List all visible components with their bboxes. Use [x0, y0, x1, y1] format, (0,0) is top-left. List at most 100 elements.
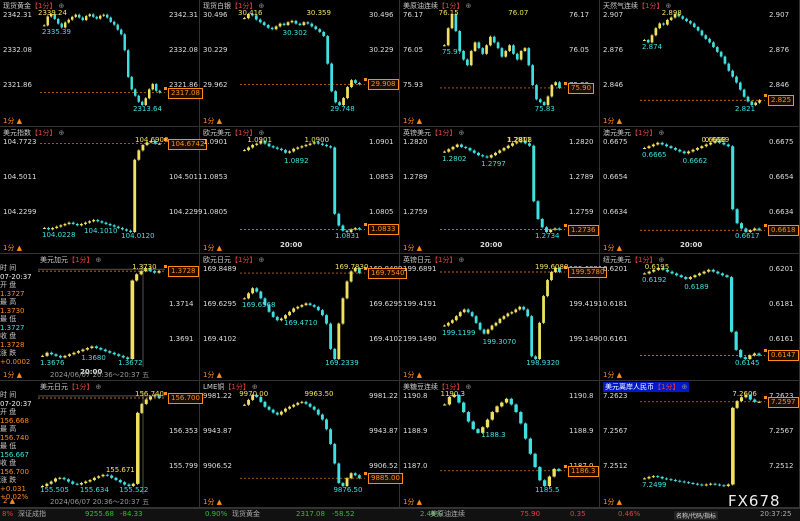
price-chart[interactable] [200, 127, 400, 254]
add-icon[interactable]: ⊕ [458, 256, 465, 264]
price-chart[interactable] [200, 381, 400, 508]
panel-gbp-jpy[interactable]: 英镑日元【1分】⊕199.6891199.4191199.1490199.689… [400, 254, 608, 381]
period-selector[interactable]: 1分 ▲ [3, 117, 23, 125]
period-label[interactable]: 【1分】 [631, 129, 657, 137]
panel-title[interactable]: 英镑美元【1分】 ⊕ [403, 128, 464, 138]
period-label[interactable]: 【1分】 [31, 2, 57, 10]
period-selector[interactable]: 1分 ▲ [603, 498, 623, 506]
panel-title[interactable]: 欧元日元【1分】 ⊕ [203, 255, 264, 265]
period-selector[interactable]: 2 ▲ [3, 497, 16, 505]
panel-title[interactable]: 现货白银【1分】 ⊕ [203, 1, 264, 11]
period-label[interactable]: 【1分】 [431, 129, 457, 137]
panel-aud-usd[interactable]: 澳元美元【1分】 ⊕ 0.6675 0.6654 0.6634 0.6675 0.6654 0… [600, 127, 800, 254]
candle-body [443, 404, 447, 406]
panel-us-sugar[interactable]: 美糖豆连续【1分】 ⊕ 1190.8 1188.9 1187.0 1190.8 1188.9… [400, 381, 600, 508]
period-label[interactable]: 【1分】 [631, 256, 657, 264]
panel-title[interactable]: 天然气连续【1分】 ⊕ [603, 1, 671, 11]
panel-title[interactable]: 澳元美元【1分】 ⊕ [603, 128, 664, 138]
panel-title[interactable]: 美元日元【1分】 ⊕ [40, 382, 101, 392]
price-chart[interactable] [0, 381, 200, 508]
price-chart[interactable] [200, 254, 400, 381]
period-label[interactable]: 【1分】 [68, 256, 94, 264]
price-chart[interactable] [400, 127, 600, 254]
panel-title[interactable]: 美原油连续【1分】 ⊕ [403, 1, 471, 11]
period-label[interactable]: 【1分】 [231, 2, 257, 10]
add-icon[interactable]: ⊕ [658, 129, 665, 137]
period-label[interactable]: 【1分】 [224, 383, 250, 391]
search-hint[interactable]: 名称/代码/指标 [674, 511, 719, 520]
price-chart[interactable] [600, 254, 800, 381]
panel-title[interactable]: 美元加元【1分】 ⊕ [40, 255, 101, 265]
panel-eur-jpy[interactable]: 欧元日元【1分】⊕169.8489169.6295169.4102169.848… [200, 254, 408, 381]
panel-spot-gold[interactable]: 现货黄金【1分】 ⊕ 2342.31 2332.08 2321.86 2342.31 233… [0, 0, 203, 127]
period-label[interactable]: 【1分】 [31, 129, 57, 137]
panel-title[interactable]: 现货黄金【1分】 ⊕ [3, 1, 64, 11]
period-selector[interactable]: 1分 ▲ [3, 371, 23, 379]
add-icon[interactable]: ⊕ [251, 383, 258, 391]
add-icon[interactable]: ⊕ [95, 256, 102, 264]
price-chart[interactable] [400, 254, 600, 381]
period-label[interactable]: 【1分】 [438, 383, 464, 391]
add-icon[interactable]: ⊕ [465, 2, 472, 10]
panel-spot-silver[interactable]: 现货白银【1分】 ⊕ 30.496 30.229 29.962 30.496 30.229 2… [200, 0, 400, 127]
period-label[interactable]: 【1分】 [638, 2, 664, 10]
price-chart[interactable] [600, 0, 800, 127]
period-label[interactable]: 【1分】 [654, 383, 680, 391]
period-selector[interactable]: 1分 ▲ [403, 498, 423, 506]
add-icon[interactable]: ⊕ [58, 2, 65, 10]
add-icon[interactable]: ⊕ [95, 383, 102, 391]
price-chart[interactable] [200, 0, 400, 127]
add-icon[interactable]: ⊕ [658, 256, 665, 264]
add-icon[interactable]: ⊕ [665, 2, 672, 10]
candle-body [643, 273, 647, 275]
period-selector[interactable]: 1分 ▲ [403, 244, 423, 252]
period-selector[interactable]: 1分 ▲ [603, 371, 623, 379]
period-selector[interactable]: 1分 ▲ [3, 244, 23, 252]
period-selector[interactable]: 1分 ▲ [403, 117, 423, 125]
y-axis-right-label: 9981.22 [369, 392, 398, 400]
period-label[interactable]: 【1分】 [438, 2, 464, 10]
panel-eur-usd[interactable]: 欧元美元【1分】 ⊕ 1.0901 1.0853 1.0805 1.0901 1.0853 1… [200, 127, 400, 254]
panel-gbp-usd[interactable]: 英镑美元【1分】 ⊕ 1.2820 1.2789 1.2759 1.2820 1.2789 1… [400, 127, 600, 254]
period-selector[interactable]: 1分 ▲ [203, 498, 223, 506]
panel-title[interactable]: 欧元美元【1分】 ⊕ [203, 128, 264, 138]
price-chart[interactable] [600, 381, 800, 508]
panel-usd-jpy[interactable]: 美元日元【1分】⊕156.906156.353155.799156.700156… [0, 381, 203, 508]
price-chart[interactable] [0, 127, 200, 254]
price-chart[interactable] [0, 254, 200, 381]
add-icon[interactable]: ⊕ [465, 383, 472, 391]
period-label[interactable]: 【1分】 [231, 129, 257, 137]
period-selector[interactable]: 1分 ▲ [203, 117, 223, 125]
panel-usd-cnh[interactable]: 美元离岸人民币【1分】⊕7.26237.25677.25127.26237.25… [600, 381, 800, 508]
price-chart[interactable] [400, 0, 600, 127]
panel-title[interactable]: 美糖豆连续【1分】 ⊕ [403, 382, 471, 392]
price-chart[interactable] [600, 127, 800, 254]
price-chart[interactable] [0, 0, 200, 127]
price-chart[interactable] [400, 381, 600, 508]
panel-lme-copper[interactable]: LME铜【1分】 ⊕ 9981.22 9943.87 9906.52 9981.22 994… [200, 381, 403, 508]
panel-title[interactable]: 纽元美元【1分】 ⊕ [603, 255, 664, 265]
add-icon[interactable]: ⊕ [458, 129, 465, 137]
period-selector[interactable]: 1分 ▲ [603, 244, 623, 252]
panel-dollar-index[interactable]: 美元指数【1分】⊕104.7723104.5011104.2299104.772… [0, 127, 208, 254]
add-icon[interactable]: ⊕ [258, 2, 265, 10]
add-icon[interactable]: ⊕ [58, 129, 65, 137]
panel-usd-cad[interactable]: 美元加元【1分】⊕1.37371.37141.36911.37281.37301… [0, 254, 200, 381]
period-label[interactable]: 【1分】 [231, 256, 257, 264]
panel-title[interactable]: LME铜【1分】 ⊕ [203, 382, 258, 392]
panel-aud-jpy[interactable]: 纽元美元【1分】 ⊕ 0.6201 0.6181 0.6161 0.6201 0.6181 0… [600, 254, 800, 381]
panel-title[interactable]: 美元离岸人民币【1分】 ⊕ [603, 382, 690, 392]
panel-title[interactable]: 美元指数【1分】 ⊕ [3, 128, 64, 138]
period-selector[interactable]: 1分 ▲ [203, 244, 223, 252]
panel-title[interactable]: 英镑日元【1分】 ⊕ [403, 255, 464, 265]
add-icon[interactable]: ⊕ [681, 383, 688, 391]
add-icon[interactable]: ⊕ [258, 129, 265, 137]
add-icon[interactable]: ⊕ [258, 256, 265, 264]
period-label[interactable]: 【1分】 [431, 256, 457, 264]
period-selector[interactable]: 1分 ▲ [203, 371, 223, 379]
period-selector[interactable]: 1分 ▲ [403, 371, 423, 379]
panel-nymex-crude[interactable]: 美原油连续【1分】⊕76.1776.0575.9376.1776.0575.93… [400, 0, 600, 127]
period-selector[interactable]: 1分 ▲ [603, 117, 623, 125]
panel-nat-gas[interactable]: 天然气连续【1分】 ⊕ 2.907 2.876 2.846 2.907 2.876 2.846… [600, 0, 800, 127]
period-label[interactable]: 【1分】 [68, 383, 94, 391]
